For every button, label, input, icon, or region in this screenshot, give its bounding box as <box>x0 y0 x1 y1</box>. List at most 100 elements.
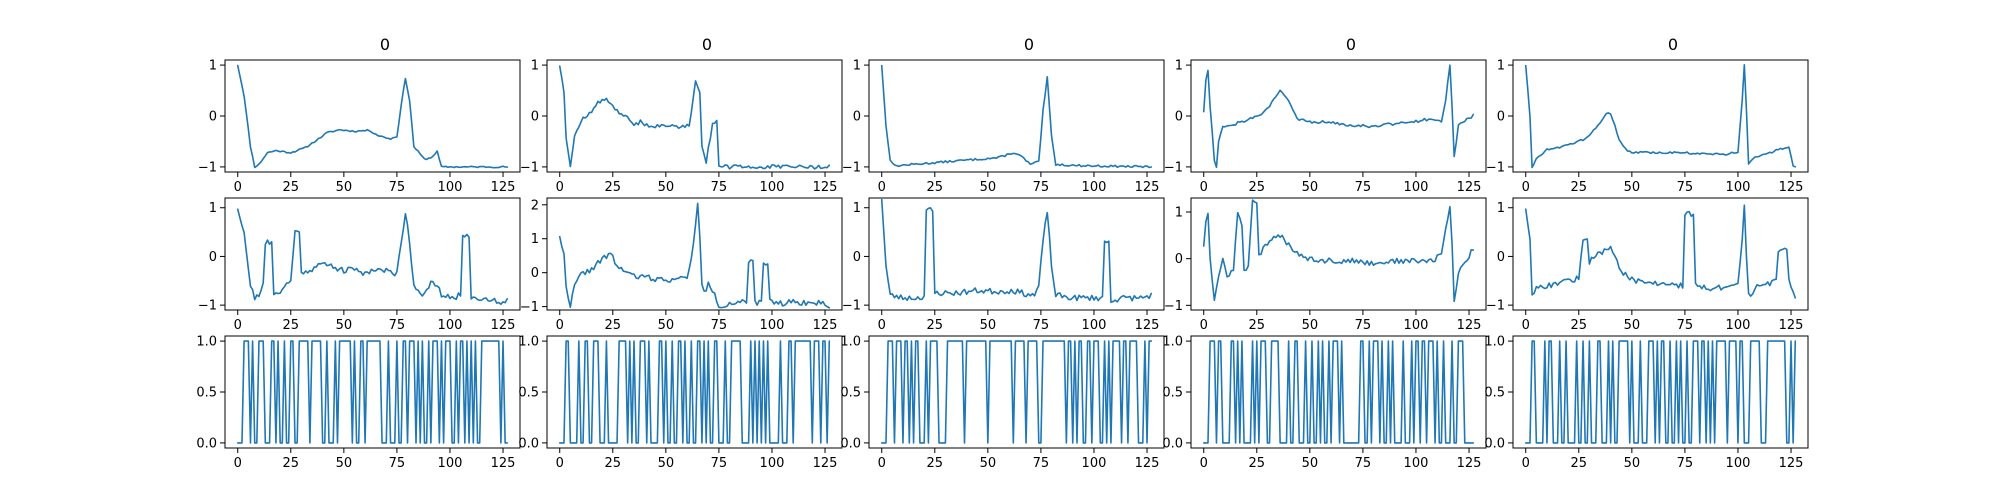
axes-frame <box>546 197 843 311</box>
x-tick-label: 0 <box>878 456 886 471</box>
x-tick-label: 75 <box>711 318 728 333</box>
subplot-r2-c3: 0 25 50 75 100 125 0.0 0.5 1.0 <box>1162 335 1487 471</box>
y-tick-label: 0 <box>1497 250 1505 265</box>
x-tick-label: 100 <box>438 318 463 333</box>
series-line <box>880 198 1153 304</box>
y-tick-label: 1 <box>1175 59 1183 74</box>
x-tick-label: 75 <box>389 456 406 471</box>
x-tick-label: 0 <box>878 318 886 333</box>
x-tick-label: 125 <box>1779 456 1804 471</box>
x-tick-label: 0 <box>878 180 886 195</box>
x-tick-label: 125 <box>491 318 516 333</box>
x-tick-label: 0 <box>234 318 242 333</box>
series-line <box>1202 64 1475 169</box>
x-tick-label: 100 <box>760 456 785 471</box>
series-line <box>558 340 831 444</box>
x-tick-label: 100 <box>1082 456 1107 471</box>
x-tick-label: 75 <box>389 180 406 195</box>
axes-frame <box>1512 197 1809 311</box>
y-tick-label: 0 <box>209 110 217 125</box>
x-tick-label: 50 <box>1624 180 1641 195</box>
y-tick-label: 0.0 <box>1484 436 1505 451</box>
x-tick-label: 25 <box>1249 180 1266 195</box>
series-line <box>1524 340 1797 444</box>
x-tick-label: 75 <box>389 318 406 333</box>
x-tick-label: 0 <box>1522 180 1530 195</box>
x-tick-label: 0 <box>556 180 564 195</box>
x-tick-label: 75 <box>1033 456 1050 471</box>
y-tick-label: 1 <box>853 59 861 74</box>
x-tick-label: 50 <box>658 318 675 333</box>
x-tick-label: 25 <box>605 456 622 471</box>
y-tick-label: −1 <box>198 299 217 314</box>
x-tick-label: 125 <box>813 456 838 471</box>
x-tick-label: 100 <box>1726 456 1751 471</box>
x-tick-label: 0 <box>1200 456 1208 471</box>
x-tick-label: 25 <box>927 456 944 471</box>
y-tick-label: −1 <box>1486 299 1505 314</box>
x-tick-label: 125 <box>813 318 838 333</box>
y-tick-label: −1 <box>520 300 539 315</box>
x-tick-label: 75 <box>1355 456 1372 471</box>
series-line <box>1524 64 1797 169</box>
y-tick-label: −1 <box>1164 299 1183 314</box>
x-tick-label: 0 <box>234 180 242 195</box>
x-tick-label: 25 <box>605 180 622 195</box>
subplot-r0-c4: 0 25 50 75 100 125 −1 0 1 <box>1486 59 1809 195</box>
x-tick-label: 50 <box>980 180 997 195</box>
x-tick-label: 25 <box>1571 456 1588 471</box>
y-tick-label: 0.5 <box>1484 386 1505 401</box>
x-tick-label: 75 <box>1677 180 1694 195</box>
subplot-r2-c4: 0 25 50 75 100 125 0.0 0.5 1.0 <box>1484 335 1809 471</box>
subplot-r0-c1: 0 25 50 75 100 125 −1 0 1 <box>520 59 843 195</box>
y-tick-label: 0 <box>209 250 217 265</box>
x-tick-label: 125 <box>1135 180 1160 195</box>
x-tick-label: 50 <box>658 180 675 195</box>
y-tick-label: 1.0 <box>518 335 539 350</box>
x-tick-label: 25 <box>605 318 622 333</box>
x-tick-label: 0 <box>556 456 564 471</box>
series-line <box>1202 199 1475 303</box>
column-titles: 0 0 0 0 0 <box>380 35 1678 54</box>
y-tick-label: −1 <box>1486 160 1505 175</box>
column-title-2: 0 <box>1024 35 1034 54</box>
x-tick-label: 0 <box>234 456 242 471</box>
x-tick-label: 75 <box>1033 180 1050 195</box>
x-tick-label: 100 <box>760 180 785 195</box>
x-tick-label: 125 <box>1457 180 1482 195</box>
subplot-r0-c0: 0 25 50 75 100 125 −1 0 1 <box>198 59 521 195</box>
x-tick-label: 100 <box>760 318 785 333</box>
x-tick-label: 25 <box>927 318 944 333</box>
series-line <box>1202 340 1475 444</box>
y-tick-label: 0 <box>1175 252 1183 267</box>
series-line <box>236 64 509 169</box>
y-tick-label: 0.5 <box>518 386 539 401</box>
subplot-r1-c1: 0 25 50 75 100 125 −1 0 1 2 <box>520 197 843 333</box>
x-tick-label: 125 <box>1135 318 1160 333</box>
y-tick-label: 0.0 <box>1162 436 1183 451</box>
y-tick-label: 0.5 <box>1162 386 1183 401</box>
subplot-r2-c0: 0 25 50 75 100 125 0.0 0.5 1.0 <box>196 335 521 471</box>
x-tick-label: 50 <box>1302 180 1319 195</box>
x-tick-label: 50 <box>980 456 997 471</box>
x-tick-label: 100 <box>1404 180 1429 195</box>
y-tick-label: 1 <box>1497 201 1505 216</box>
y-tick-label: 1 <box>531 232 539 247</box>
series-line <box>236 208 509 306</box>
x-tick-label: 25 <box>1249 456 1266 471</box>
subplot-r2-c2: 0 25 50 75 100 125 0.0 0.5 1.0 <box>840 335 1165 471</box>
x-tick-label: 100 <box>1404 318 1429 333</box>
series-line <box>1524 204 1797 299</box>
axes-frame <box>868 197 1165 311</box>
x-tick-label: 100 <box>438 180 463 195</box>
y-tick-label: 0 <box>853 250 861 265</box>
x-tick-label: 125 <box>813 180 838 195</box>
subplot-r1-c0: 0 25 50 75 100 125 −1 0 1 <box>198 197 521 333</box>
y-tick-label: 0.0 <box>518 436 539 451</box>
x-tick-label: 75 <box>1033 318 1050 333</box>
x-tick-label: 100 <box>1082 318 1107 333</box>
x-tick-label: 100 <box>1726 318 1751 333</box>
y-tick-label: 0.0 <box>196 436 217 451</box>
column-title-1: 0 <box>702 35 712 54</box>
